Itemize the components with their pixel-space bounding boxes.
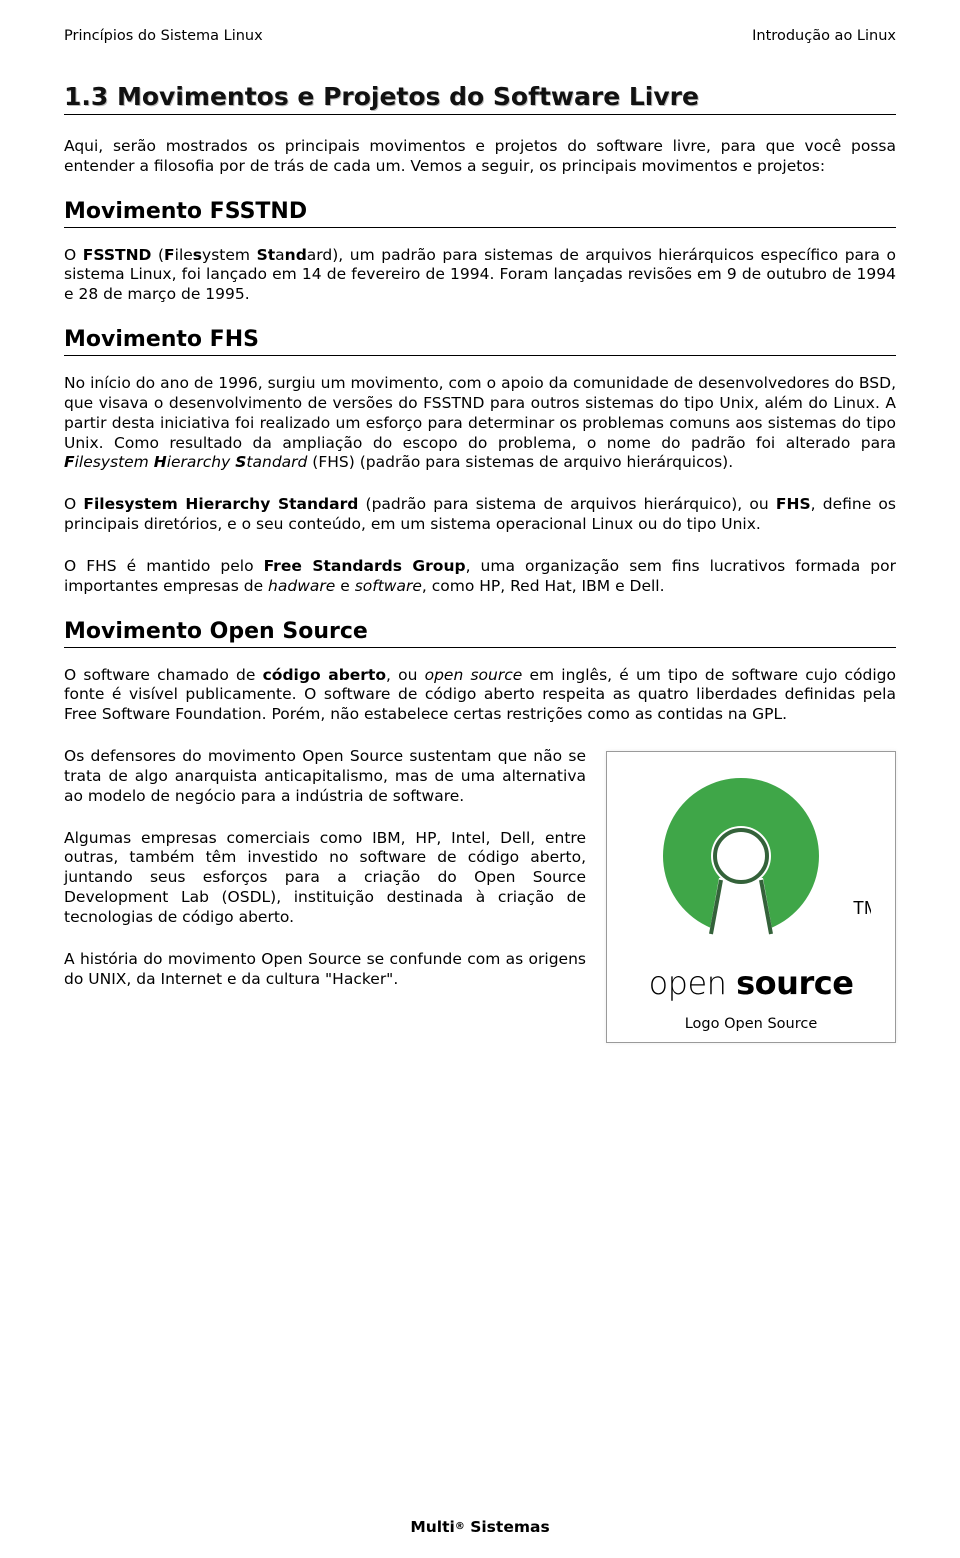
fhs-p2: O Filesystem Hierarchy Standard (padrão … xyxy=(64,495,896,535)
figure-caption: Logo Open Source xyxy=(621,1016,881,1032)
svg-text:TM: TM xyxy=(853,898,871,918)
header-left: Princípios do Sistema Linux xyxy=(64,28,263,44)
header-right: Introdução ao Linux xyxy=(752,28,896,44)
intro-paragraph: Aqui, serão mostrados os principais movi… xyxy=(64,137,896,177)
heading-opensource: Movimento Open Source xyxy=(64,619,896,648)
fsstnd-body: O FSSTND (Filesystem Standard), um padrã… xyxy=(64,246,896,305)
fhs-p1: No início do ano de 1996, surgiu um movi… xyxy=(64,374,896,473)
fhs-p3: O FHS é mantido pelo Free Standards Grou… xyxy=(64,557,896,597)
opensource-wordmark: open source xyxy=(621,964,881,1002)
opensource-logo-figure: TM open source Logo Open Source xyxy=(606,751,896,1043)
opensource-p1: O software chamado de código aberto, ou … xyxy=(64,666,896,725)
page-footer: Multi® Sistemas xyxy=(0,1518,960,1536)
opensource-logo-icon: TM xyxy=(631,766,871,956)
heading-fhs: Movimento FHS xyxy=(64,327,896,356)
page-title: 1.3 Movimentos e Projetos do Software Li… xyxy=(64,82,896,115)
heading-fsstnd: Movimento FSSTND xyxy=(64,199,896,228)
